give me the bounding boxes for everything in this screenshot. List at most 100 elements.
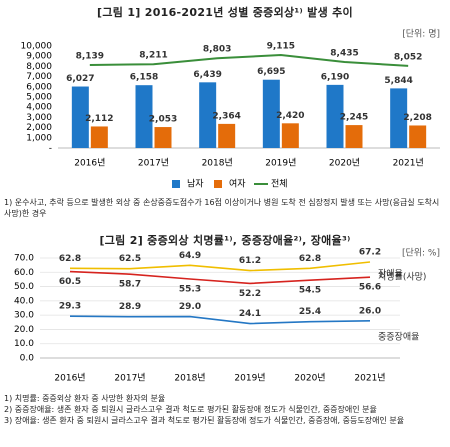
x-tick-label: 2016년	[74, 158, 105, 169]
data-label: 56.6	[359, 283, 381, 293]
footnote: 1) 치명률: 중증외상 환자 중 사망한 환자의 분율	[4, 394, 166, 403]
y-tick-label: 8,000	[26, 62, 52, 72]
x-tick-label: 2018년	[202, 158, 233, 169]
bar	[71, 86, 89, 148]
series-line	[89, 54, 409, 67]
data-label: 29.0	[179, 302, 201, 312]
footnote: 3) 장애율: 생존 환자 중 퇴원시 글라스고우 결과 척도로 평가된 활동장…	[4, 416, 405, 425]
bar	[262, 79, 280, 148]
data-label: 52.2	[239, 289, 261, 299]
x-tick-label: 2020년	[294, 373, 325, 384]
legend-label: 남자	[187, 179, 204, 190]
data-label: 29.3	[59, 302, 81, 312]
y-tick-label: 50.0	[14, 282, 34, 292]
y-tick-label: 7,000	[26, 72, 52, 82]
bar	[154, 127, 172, 148]
y-tick-label: 70.0	[14, 254, 34, 264]
series-line	[69, 270, 371, 285]
data-label: 60.5	[59, 277, 81, 287]
y-tick-label: 40.0	[14, 296, 34, 306]
series-line	[69, 315, 371, 325]
data-label: 9,115	[267, 42, 295, 52]
x-tick-label: 2017년	[138, 158, 169, 169]
series-name-label: 장애율	[378, 269, 403, 280]
series-name-label: 치명률(사망)	[378, 271, 426, 283]
y-tick-label: 10,000	[21, 42, 53, 52]
bar	[199, 82, 217, 148]
bar	[90, 126, 108, 148]
data-label: 8,139	[76, 51, 104, 61]
footnotes: 1) 치명률: 중증외상 환자 중 사망한 환자의 분율 2) 중증장애율: 생존…	[4, 393, 446, 426]
figure-title: [그림 2] 중증외상 치명률¹⁾, 중증장애율²⁾, 장애율³⁾	[99, 234, 351, 247]
chart: [단위: %] 0.0 10.0 20.0 30.0 40.0 50.0 60.0 70.0 20…	[14, 248, 440, 384]
data-label: 2,420	[276, 111, 304, 121]
data-label: 8,803	[203, 45, 231, 55]
y-tick-label: 30.0	[14, 311, 34, 321]
data-label: 6,190	[321, 72, 349, 82]
data-label: 26.0	[359, 306, 381, 316]
bar	[390, 88, 408, 148]
y-tick-label: -	[49, 144, 52, 154]
footnote: 1) 운수사고, 추락 등으로 발생한 외상 중 손상중증도점수가 16점 이상…	[4, 198, 440, 218]
footnotes: 1) 운수사고, 추락 등으로 발생한 외상 중 손상중증도점수가 16점 이상…	[4, 197, 446, 219]
data-label: 6,027	[66, 74, 94, 84]
y-tick-label: 2,000	[26, 123, 52, 133]
x-tick-label: 2017년	[114, 373, 145, 384]
x-tick-label: 2020년	[329, 158, 360, 169]
y-tick-label: 5,000	[26, 93, 52, 103]
data-label: 25.4	[299, 307, 321, 317]
data-label: 24.1	[239, 309, 261, 319]
data-label: 62.5	[119, 254, 141, 264]
data-label: 55.3	[179, 285, 201, 295]
bar	[281, 123, 299, 148]
data-label: 8,052	[394, 52, 422, 62]
bar	[409, 125, 427, 148]
x-tick-label: 2019년	[265, 158, 296, 169]
chart: [단위: 명] -1,0002,0003,0004,0005,0006,0007,…	[21, 29, 440, 190]
data-label: 6,439	[193, 70, 221, 80]
data-label: 8,435	[330, 48, 358, 58]
y-tick-label: 60.0	[14, 268, 34, 278]
x-tick-label: 2018년	[174, 373, 205, 384]
data-label: 62.8	[59, 254, 81, 264]
legend-marker	[214, 180, 222, 188]
bar	[135, 85, 153, 148]
y-tick-label: 1,000	[26, 133, 52, 143]
data-label: 6,695	[257, 67, 285, 77]
bar	[345, 125, 363, 148]
y-tick-label: 6,000	[26, 82, 52, 92]
data-label: 6,158	[130, 73, 158, 83]
bar	[218, 123, 236, 148]
y-tick-label: 0.0	[20, 354, 35, 364]
data-label: 54.5	[299, 286, 321, 296]
legend-label: 전체	[271, 179, 288, 190]
data-label: 8,211	[139, 51, 167, 61]
y-tick-label: 10.0	[14, 339, 34, 349]
footnote: 2) 중증장애율: 생존 환자 중 퇴원시 글라스고우 결과 척도로 평가된 활…	[4, 405, 377, 414]
x-tick-label: 2016년	[54, 373, 85, 384]
x-tick-label: 2019년	[234, 373, 265, 384]
y-tick-label: 9,000	[26, 52, 52, 62]
figure-title: [그림 1] 2016-2021년 성별 중증외상¹⁾ 발생 추이	[97, 6, 353, 19]
data-label: 2,208	[403, 113, 431, 123]
x-tick-label: 2021년	[354, 373, 385, 384]
data-label: 62.8	[299, 254, 321, 264]
y-tick-label: 3,000	[26, 113, 52, 123]
bar	[326, 84, 344, 148]
series-line	[69, 261, 371, 272]
data-label: 61.2	[239, 256, 261, 266]
legend-marker	[172, 180, 180, 188]
data-label: 2,364	[212, 111, 240, 121]
unit-label: [단위: 명]	[402, 29, 440, 40]
y-tick-label: 20.0	[14, 325, 34, 335]
y-tick-label: 4,000	[26, 103, 52, 113]
data-label: 2,112	[85, 114, 113, 124]
data-label: 28.9	[119, 302, 141, 312]
data-label: 2,245	[340, 113, 368, 123]
legend-label: 여자	[229, 178, 246, 190]
data-label: 64.9	[179, 251, 201, 261]
unit-label: [단위: %]	[402, 248, 440, 259]
data-label: 67.2	[359, 248, 381, 258]
x-tick-label: 2021년	[393, 158, 424, 169]
